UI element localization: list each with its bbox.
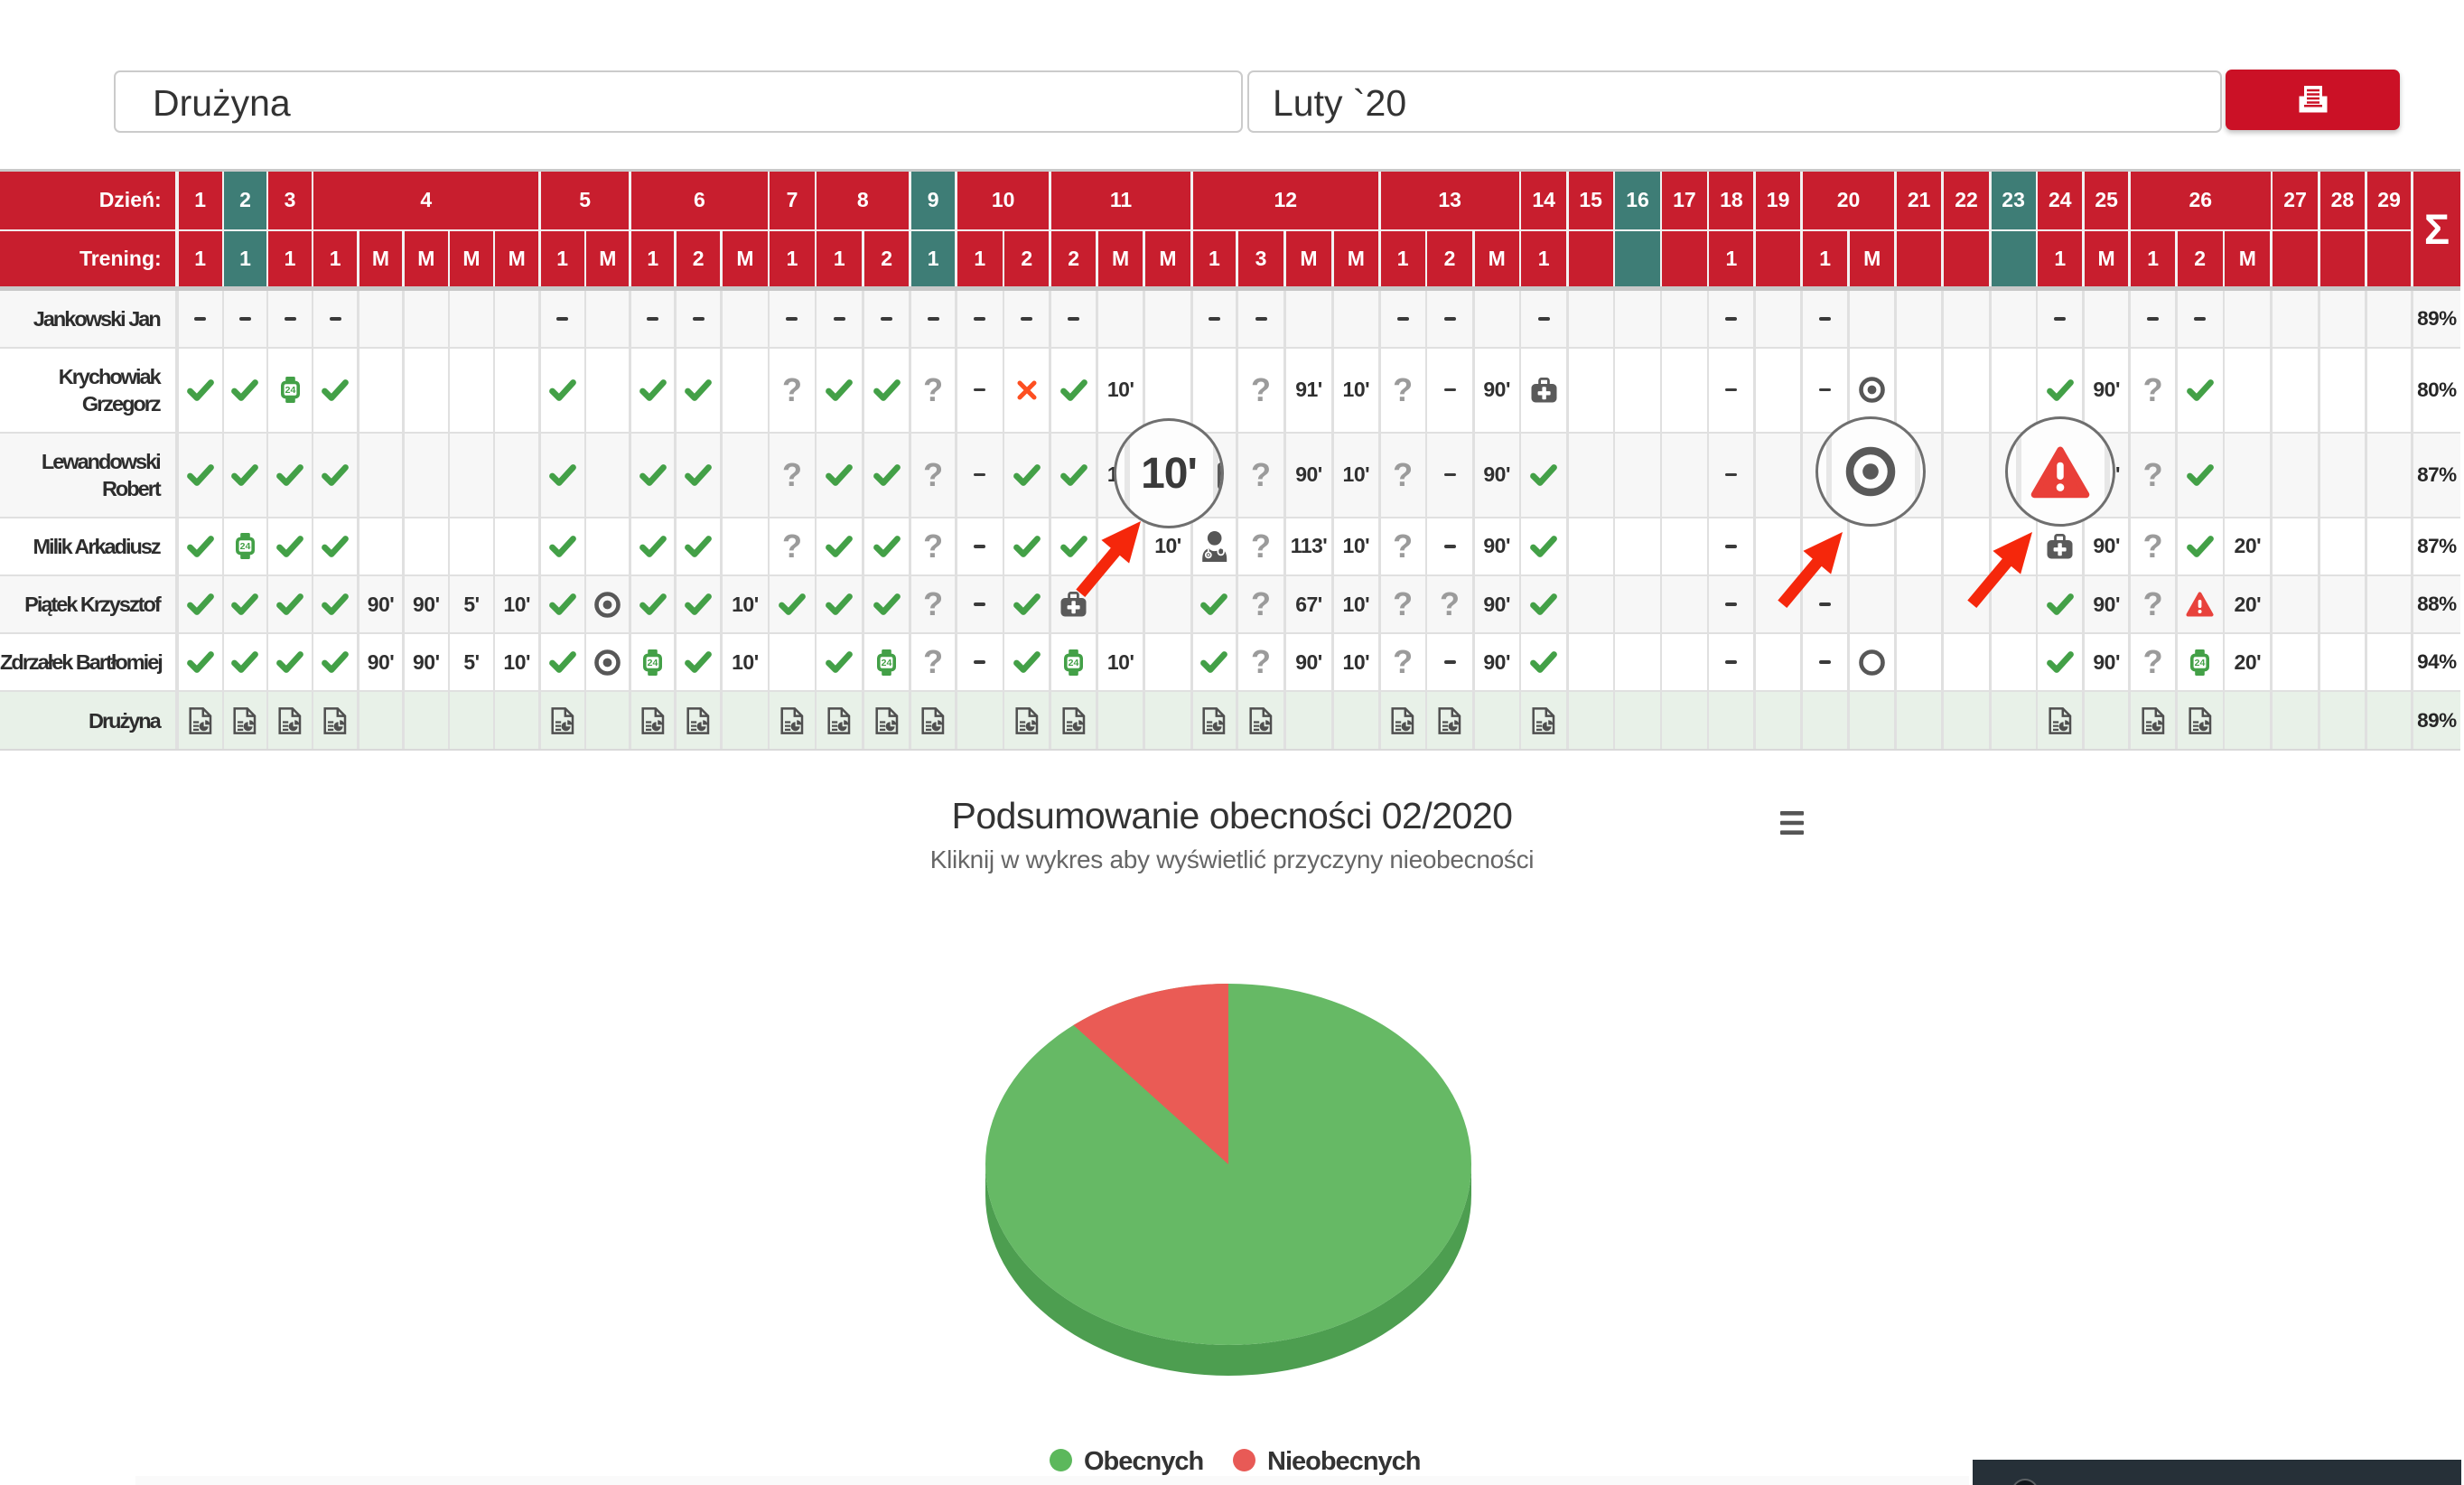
svg-text:24: 24 <box>882 658 892 668</box>
svg-text:24: 24 <box>1069 658 1079 668</box>
svg-text:24: 24 <box>240 541 251 552</box>
svg-text:24: 24 <box>2195 658 2206 668</box>
svg-text:24: 24 <box>648 658 658 668</box>
svg-text:24: 24 <box>285 385 295 396</box>
